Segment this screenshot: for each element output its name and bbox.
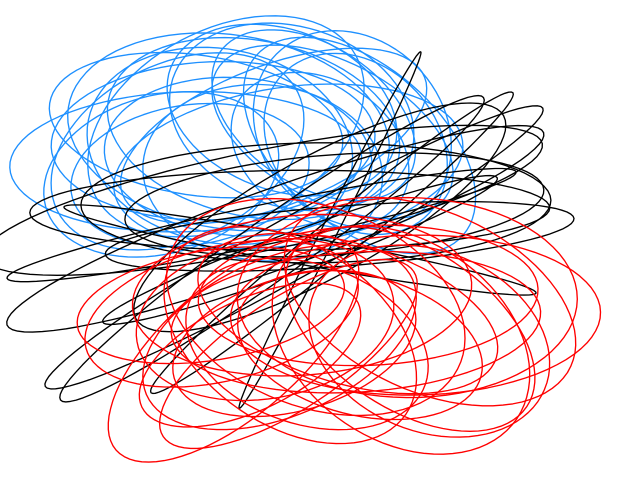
red-loop xyxy=(197,232,499,395)
blue-loop xyxy=(48,51,344,199)
black-loop xyxy=(44,105,544,390)
red-loop xyxy=(271,225,531,455)
red-trajectory xyxy=(76,196,602,463)
black-loop xyxy=(124,151,545,258)
blue-loop xyxy=(211,29,417,202)
blue-loop xyxy=(9,90,363,233)
blue-loop xyxy=(119,47,428,225)
red-loop xyxy=(237,269,483,421)
red-loop xyxy=(131,213,473,377)
black-loop xyxy=(63,204,537,296)
black-loop xyxy=(149,91,514,395)
black-loop xyxy=(59,94,485,403)
blue-loop xyxy=(50,60,376,221)
black-loop xyxy=(6,167,517,283)
black-loop xyxy=(0,124,543,276)
black-loop xyxy=(133,102,507,333)
red-loop xyxy=(229,234,602,396)
red-loop xyxy=(185,257,429,431)
black-loop xyxy=(6,124,545,333)
blue-loop xyxy=(211,44,454,220)
blue-loop xyxy=(70,102,310,248)
blue-loop xyxy=(113,83,464,250)
blue-loop xyxy=(252,30,452,229)
blue-loop xyxy=(166,23,398,197)
blue-loop xyxy=(263,52,448,236)
red-loop xyxy=(158,258,418,450)
red-loop xyxy=(172,269,417,418)
blue-loop xyxy=(43,91,280,258)
blue-loop xyxy=(106,36,401,221)
red-loop xyxy=(138,282,362,428)
red-loop xyxy=(135,238,395,402)
red-loop xyxy=(84,239,359,388)
red-loop xyxy=(197,224,539,367)
red-loop xyxy=(142,243,417,431)
red-loop xyxy=(107,234,360,463)
blue-loop xyxy=(87,15,365,238)
red-loop xyxy=(308,244,551,438)
red-loop xyxy=(283,196,577,407)
black-loop xyxy=(238,51,422,409)
blue-loop xyxy=(168,22,415,212)
